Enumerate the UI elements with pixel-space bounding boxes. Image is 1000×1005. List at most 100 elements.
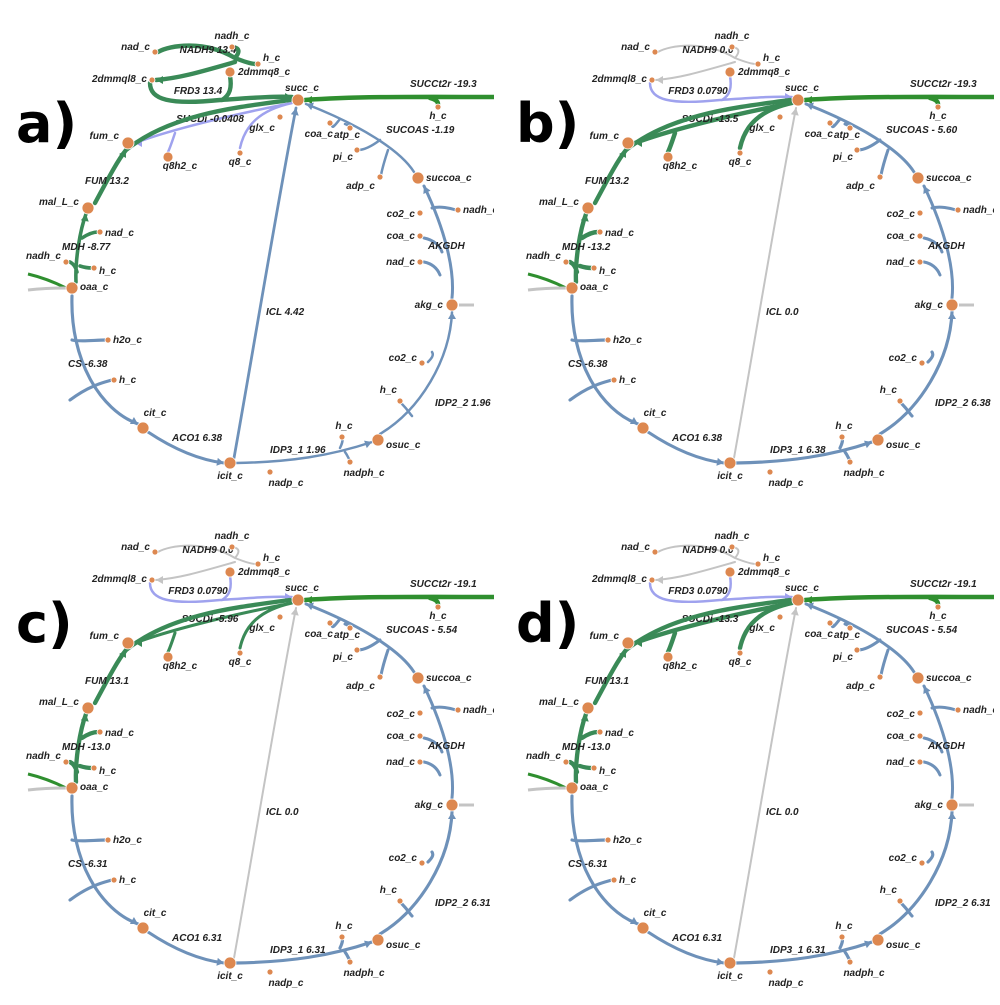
metabolite-node-nad-c-left[interactable] [96, 228, 104, 236]
metabolite-node-succ-c[interactable] [291, 593, 305, 607]
metabolite-node-h2o-c[interactable] [104, 336, 112, 344]
reaction-akgdh-edge[interactable] [422, 684, 458, 800]
metabolite-node-akg-c[interactable] [945, 298, 959, 312]
metabolite-node-q8-c[interactable] [736, 149, 744, 157]
metabolite-node-fum-c[interactable] [621, 136, 635, 150]
metabolite-node-h-c-idp3[interactable] [338, 433, 346, 441]
metabolite-node-h2o-c[interactable] [604, 836, 612, 844]
metabolite-node-2dmmql8-c[interactable] [148, 76, 156, 84]
reaction-akgdh-edge[interactable] [422, 184, 458, 300]
reaction-aco1-edge[interactable] [146, 930, 226, 965]
metabolite-node-nad-c[interactable] [651, 48, 659, 56]
reaction-mdh-edge[interactable] [67, 711, 101, 785]
metabolite-node-nad-c-right[interactable] [416, 258, 424, 266]
metabolite-node-icit-c[interactable] [723, 456, 737, 470]
reaction-icl-edge[interactable] [232, 106, 298, 460]
metabolite-node-nadp-c[interactable] [266, 968, 274, 976]
reaction-mdh-edge[interactable] [68, 212, 100, 284]
metabolite-node-glx-c[interactable] [776, 613, 784, 621]
metabolite-node-cit-c[interactable] [636, 921, 650, 935]
reaction-frd3-edge[interactable] [147, 73, 295, 104]
metabolite-node-q8-c[interactable] [236, 149, 244, 157]
metabolite-node-h2o-c[interactable] [604, 336, 612, 344]
metabolite-node-2dmmq8-c[interactable] [724, 566, 736, 578]
metabolite-node-co2-c-low[interactable] [418, 359, 426, 367]
metabolite-node-nadp-c[interactable] [766, 968, 774, 976]
metabolite-node-glx-c[interactable] [776, 113, 784, 121]
metabolite-node-akg-c[interactable] [445, 298, 459, 312]
metabolite-node-nadp-c[interactable] [766, 468, 774, 476]
metabolite-node-2dmmql8-c[interactable] [648, 76, 656, 84]
metabolite-node-h-c-low[interactable] [896, 897, 904, 905]
metabolite-node-cit-c[interactable] [136, 921, 150, 935]
metabolite-node-succ-c[interactable] [791, 593, 805, 607]
reaction-mdh-edge[interactable] [567, 211, 601, 285]
metabolite-node-h-c-cs[interactable] [610, 876, 618, 884]
metabolite-node-cit-c[interactable] [136, 421, 150, 435]
metabolite-node-atp-c[interactable] [846, 624, 854, 632]
reaction-akgdh-edge[interactable] [922, 684, 958, 800]
metabolite-node-pi-c[interactable] [853, 646, 861, 654]
metabolite-node-osuc-c[interactable] [371, 433, 385, 447]
metabolite-node-h-c-nadh9[interactable] [254, 60, 262, 68]
metabolite-node-h-c-low[interactable] [896, 397, 904, 405]
metabolite-node-co2-c-top[interactable] [916, 709, 924, 717]
metabolite-node-nadh-c[interactable] [728, 43, 736, 51]
metabolite-node-nadp-c[interactable] [266, 468, 274, 476]
metabolite-node-atp-c[interactable] [846, 124, 854, 132]
reaction-aco1-edge[interactable] [146, 430, 226, 465]
metabolite-node-h-c-low[interactable] [396, 897, 404, 905]
reaction-icl-edge[interactable] [733, 107, 797, 459]
metabolite-node-h-c-idp3[interactable] [838, 933, 846, 941]
metabolite-node-q8h2-c[interactable] [662, 151, 674, 163]
metabolite-node-adp-c[interactable] [376, 173, 384, 181]
metabolite-node-succoa-c[interactable] [911, 671, 925, 685]
metabolite-node-mal-L-c[interactable] [81, 701, 95, 715]
metabolite-node-h-c-idp3[interactable] [838, 433, 846, 441]
metabolite-node-coa-c-top[interactable] [326, 119, 334, 127]
metabolite-node-h-c-left[interactable] [590, 264, 598, 272]
metabolite-node-nadh-c-right[interactable] [954, 206, 962, 214]
metabolite-node-nadh-c-left[interactable] [62, 758, 70, 766]
reaction-succt2r-edge[interactable] [302, 94, 495, 107]
metabolite-node-h-c-left[interactable] [90, 264, 98, 272]
metabolite-node-adp-c[interactable] [376, 673, 384, 681]
metabolite-node-icit-c[interactable] [223, 456, 237, 470]
metabolite-node-coa-c-right[interactable] [916, 232, 924, 240]
metabolite-node-nad-c-left[interactable] [96, 728, 104, 736]
metabolite-node-nadph-c[interactable] [846, 458, 854, 466]
reaction-frd3-edge[interactable] [648, 74, 794, 104]
metabolite-node-oaa-c[interactable] [65, 781, 79, 795]
metabolite-node-adp-c[interactable] [876, 173, 884, 181]
metabolite-node-nadh-c-left[interactable] [62, 258, 70, 266]
metabolite-node-co2-c-low[interactable] [918, 859, 926, 867]
metabolite-node-succoa-c[interactable] [911, 171, 925, 185]
reaction-idp2_2-edge[interactable] [878, 810, 954, 936]
metabolite-node-2dmmql8-c[interactable] [648, 576, 656, 584]
metabolite-node-pi-c[interactable] [853, 146, 861, 154]
metabolite-node-q8-c[interactable] [736, 649, 744, 657]
metabolite-node-oaa-c[interactable] [565, 781, 579, 795]
metabolite-node-h-c-cs[interactable] [110, 376, 118, 384]
metabolite-node-akg-c[interactable] [445, 798, 459, 812]
metabolite-node-co2-c-top[interactable] [916, 209, 924, 217]
metabolite-node-akg-c[interactable] [945, 798, 959, 812]
reaction-aco1-edge[interactable] [646, 430, 726, 465]
metabolite-node-h-c-low[interactable] [396, 397, 404, 405]
metabolite-node-h-c-succ[interactable] [934, 103, 942, 111]
metabolite-node-nadph-c[interactable] [346, 458, 354, 466]
reaction-succt2r-edge[interactable] [302, 594, 495, 607]
metabolite-node-nadh-c-right[interactable] [454, 206, 462, 214]
reaction-sucdi-edge[interactable] [632, 600, 795, 655]
metabolite-node-h-c-nadh9[interactable] [754, 60, 762, 68]
metabolite-node-fum-c[interactable] [621, 636, 635, 650]
metabolite-node-2dmmq8-c[interactable] [224, 66, 236, 78]
metabolite-node-coa-c-top[interactable] [826, 619, 834, 627]
metabolite-node-fum-c[interactable] [121, 136, 135, 150]
metabolite-node-coa-c-top[interactable] [826, 119, 834, 127]
metabolite-node-fum-c[interactable] [121, 636, 135, 650]
metabolite-node-coa-c-right[interactable] [416, 232, 424, 240]
metabolite-node-nadh-c-right[interactable] [454, 706, 462, 714]
reaction-sucdi-edge[interactable] [133, 101, 294, 154]
metabolite-node-mal-L-c[interactable] [581, 701, 595, 715]
